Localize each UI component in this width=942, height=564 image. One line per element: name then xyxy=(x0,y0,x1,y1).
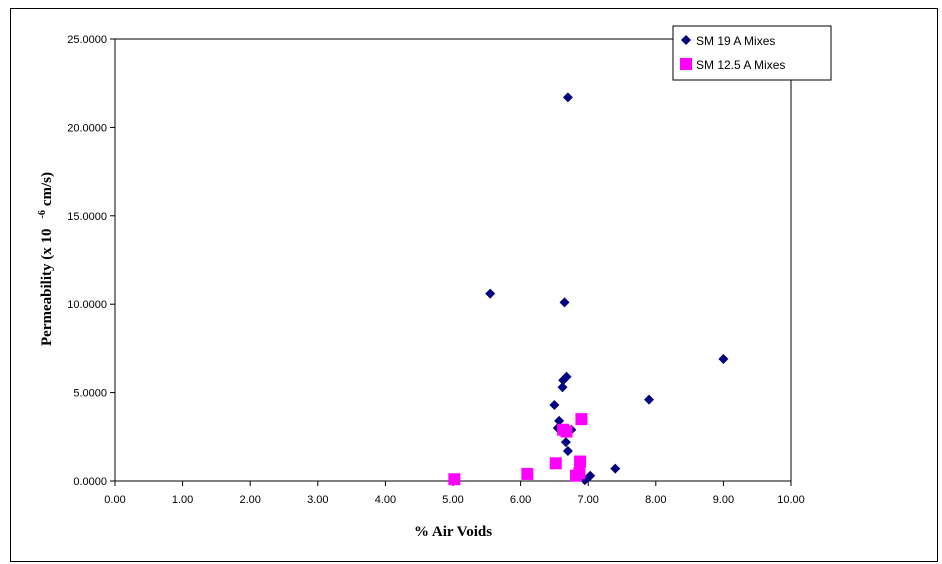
chart-frame: 0.0000 5.0000 10.0000 15.0000 20.0000 25.0000… xyxy=(10,8,938,562)
sm125a-data-point xyxy=(574,455,587,468)
legend-label: SM 12.5 A Mixes xyxy=(696,58,785,72)
legend: SM 19 A Mixes SM 12.5 A Mixes xyxy=(672,25,832,81)
y-axis-title-exponent: -6 xyxy=(37,210,48,218)
y-tick-label: 25.0000 xyxy=(67,34,107,46)
x-tick-label: 3.00 xyxy=(307,494,328,506)
sm19a-data-point xyxy=(557,382,568,393)
y-tick-label: 15.0000 xyxy=(67,211,107,223)
y-tick-label: 10.0000 xyxy=(67,299,107,311)
x-tick-label: 2.00 xyxy=(239,494,260,506)
sm19a-data-point xyxy=(562,92,573,103)
y-axis-title-main: Permeability (x 10 xyxy=(39,229,55,346)
x-tick-label: 1.00 xyxy=(172,494,193,506)
y-tick-label: 20.0000 xyxy=(67,122,107,134)
legend-marker xyxy=(680,58,692,70)
sm19a-data-point xyxy=(610,463,621,474)
x-tick-label: 9.00 xyxy=(713,494,734,506)
legend-marker xyxy=(681,35,691,45)
y-axis-title-unit: cm/s) xyxy=(39,172,55,206)
sm125a-data-point xyxy=(521,467,534,480)
sm125a-data-point xyxy=(549,457,562,470)
sm19a-data-point xyxy=(560,437,571,448)
legend-box xyxy=(672,25,832,81)
sm19a-data-point xyxy=(562,445,573,456)
sm125a-data-point xyxy=(448,473,461,486)
x-tick-label: 10.00 xyxy=(777,494,805,506)
legend-label: SM 19 A Mixes xyxy=(696,34,775,48)
sm19a-data-point xyxy=(559,297,570,308)
sm19a-data-point xyxy=(485,288,496,299)
x-axis-title: % Air Voids xyxy=(414,524,492,540)
sm19a-data-point xyxy=(554,415,565,426)
x-tick-label: 7.00 xyxy=(577,494,598,506)
sm125a-data-point xyxy=(570,469,583,482)
plot-area xyxy=(114,38,792,482)
sm19a-data-point xyxy=(644,394,655,405)
x-tick-label: 5.00 xyxy=(442,494,463,506)
x-tick-label: 4.00 xyxy=(375,494,396,506)
sm125a-data-point xyxy=(560,425,573,438)
y-tick-label: 0.0000 xyxy=(73,476,107,488)
svg-text:Permeability (x 10-6cm/s): Permeability (x 10 -6 cm/s) xyxy=(37,172,55,346)
sm125a-data-point xyxy=(575,413,588,426)
y-axis-title: Permeability (x 10 -6 cm/s) xyxy=(37,172,55,346)
scatter-chart: 0.0000 5.0000 10.0000 15.0000 20.0000 25.0000… xyxy=(37,25,832,540)
sm19a-data-point xyxy=(558,375,569,386)
sm19a-data-point xyxy=(549,399,560,410)
sm19a-data-point xyxy=(718,354,729,365)
x-tick-label: 0.00 xyxy=(104,494,125,506)
y-tick-label: 5.0000 xyxy=(73,388,107,400)
x-tick-label: 8.00 xyxy=(645,494,666,506)
x-tick-label: 6.00 xyxy=(510,494,531,506)
